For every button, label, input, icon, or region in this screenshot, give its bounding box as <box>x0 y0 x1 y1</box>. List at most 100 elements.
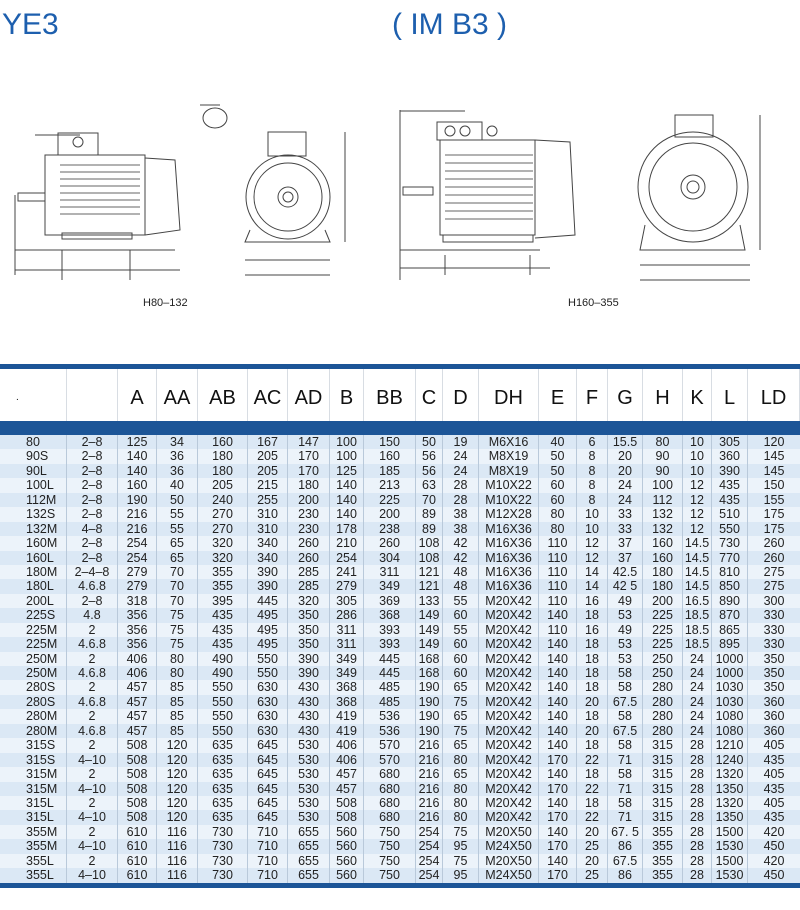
table-cell: 10 <box>683 449 712 464</box>
table-cell: 95 <box>443 868 479 883</box>
column-header: C <box>416 369 443 421</box>
table-row: 90S 2–8 140 36 180 205 170 100 160 56 24 M8X19 50 8 20… <box>0 449 800 464</box>
table-cell: 65 <box>157 550 198 565</box>
table-cell: 457 <box>330 767 364 782</box>
table-cell: 750 <box>364 868 416 883</box>
table-cell: 24 <box>683 666 712 681</box>
table-cell: 2 <box>67 824 118 840</box>
table-cell: 216 <box>416 810 443 825</box>
table-cell: 356 <box>118 637 157 652</box>
table-cell: 390 <box>288 666 330 681</box>
table-cell: 190 <box>118 492 157 508</box>
table-cell: 120 <box>157 810 198 825</box>
table-cell: 19 <box>443 435 479 450</box>
table-cell: 270 <box>198 521 248 537</box>
table-cell: 350 <box>763 666 785 680</box>
table-cell: 34 <box>157 435 198 450</box>
table-cell: 710 <box>248 868 288 883</box>
table-cell: 355 <box>198 579 248 594</box>
table-cell: 132M <box>0 521 67 537</box>
motor-drawings <box>14 104 761 281</box>
table-cell: 80 <box>157 651 198 666</box>
table-cell: 360 <box>763 694 785 709</box>
table-cell: 116 <box>157 868 198 883</box>
table-cell: 435 <box>712 492 748 508</box>
table-cell: 55 <box>443 593 479 609</box>
table-cell: 350 <box>763 651 785 666</box>
table-cell: 4.6.8 <box>67 694 118 710</box>
table-cell: 315 <box>643 781 683 796</box>
table-cell: 390 <box>248 564 288 580</box>
table-cell: 140 <box>539 637 577 652</box>
table-cell: 315L <box>0 795 67 811</box>
table-cell: M20X42 <box>479 781 539 796</box>
table-cell: 85 <box>157 680 198 695</box>
table-cell: 28 <box>443 478 479 493</box>
table-cell: 225S <box>0 608 67 623</box>
table-cell: 490 <box>198 666 248 681</box>
table-cell: 28 <box>443 492 479 508</box>
table-cell: 140 <box>539 723 577 739</box>
table-cell: 60 <box>539 478 577 493</box>
table-cell: 24 <box>443 449 479 464</box>
table-cell: 149 <box>416 637 443 652</box>
column-header: AB <box>198 369 248 421</box>
table-cell: 180 <box>198 449 248 464</box>
table-row: 132S 2–8 216 55 270 310 230 140 200 89 38 M12X28 80 1… <box>0 507 800 522</box>
table-cell: 508 <box>118 795 157 811</box>
table-cell: 65 <box>443 738 479 753</box>
table-cell: 60 <box>539 492 577 508</box>
table-cell: 240 <box>198 492 248 508</box>
series-title: YE3 <box>2 8 59 41</box>
table-cell: 75 <box>443 824 479 840</box>
table-cell: 405 <box>763 795 785 810</box>
table-cell: 4.6.8 <box>67 723 118 739</box>
table-cell: 368 <box>330 694 364 710</box>
table-cell: 100L <box>0 478 67 493</box>
table-cell: 655 <box>288 868 330 883</box>
table-row: 100L 2–8 160 40 205 215 180 140 213 63 28 M10X22 60 8… <box>0 478 800 493</box>
table-cell: 100 <box>330 449 364 464</box>
table-cell: 550 <box>198 680 248 695</box>
table-cell: 24 <box>608 492 643 508</box>
table-cell: 147 <box>288 435 330 450</box>
table-body: 80 2–8 125 34 160 167 147 100 150 50 19 M6X16 40 6 15.… <box>0 435 800 883</box>
table-cell: M20X50 <box>479 853 539 869</box>
table-cell: 406 <box>118 666 157 681</box>
table-cell: 20 <box>577 694 608 710</box>
table-cell: 12 <box>683 507 712 522</box>
table-cell: 457 <box>118 709 157 724</box>
table-cell: 90L <box>0 463 67 479</box>
table-cell: 216 <box>118 521 157 537</box>
table-cell: 85 <box>157 694 198 710</box>
table-cell: 260 <box>288 550 330 565</box>
table-row: 160L 2–8 254 65 320 340 260 254 304 108 42 M16X36 11… <box>0 550 800 565</box>
table-cell: 280 <box>643 709 683 724</box>
table-cell: 655 <box>288 824 330 840</box>
table-cell: 254 <box>118 550 157 565</box>
large-motor-end-view <box>637 114 761 281</box>
table-cell: 310 <box>248 507 288 522</box>
table-cell: 225 <box>643 608 683 623</box>
table-cell: 60 <box>443 666 479 681</box>
table-cell: 635 <box>198 795 248 811</box>
table-cell: 24 <box>443 463 479 479</box>
header-band <box>0 421 800 435</box>
table-row: 112M 2–8 190 50 240 255 200 140 225 70 28 M10X22 60 8… <box>0 492 800 508</box>
column-header: LD <box>748 369 800 421</box>
table-cell: 140 <box>330 478 364 493</box>
table-cell: 275 <box>763 579 785 594</box>
table-cell: 645 <box>248 767 288 782</box>
table-cell: 315 <box>643 738 683 753</box>
table-cell: 360 <box>763 709 785 724</box>
table-cell: M16X36 <box>479 579 539 594</box>
table-cell: 140 <box>539 709 577 724</box>
table-cell: 140 <box>330 492 364 508</box>
table-cell: 49 <box>608 622 643 638</box>
table-cell: 490 <box>198 651 248 666</box>
table-cell: M20X50 <box>479 824 539 840</box>
table-row: 225M 4.6.8 356 75 435 495 350 311 393 149 60 M20X42… <box>0 637 800 652</box>
table-header: . A AA AB AC AD B BB C D DH E F G H K L LD <box>0 369 800 421</box>
table-cell: 170 <box>539 752 577 768</box>
table-cell: 457 <box>118 680 157 695</box>
